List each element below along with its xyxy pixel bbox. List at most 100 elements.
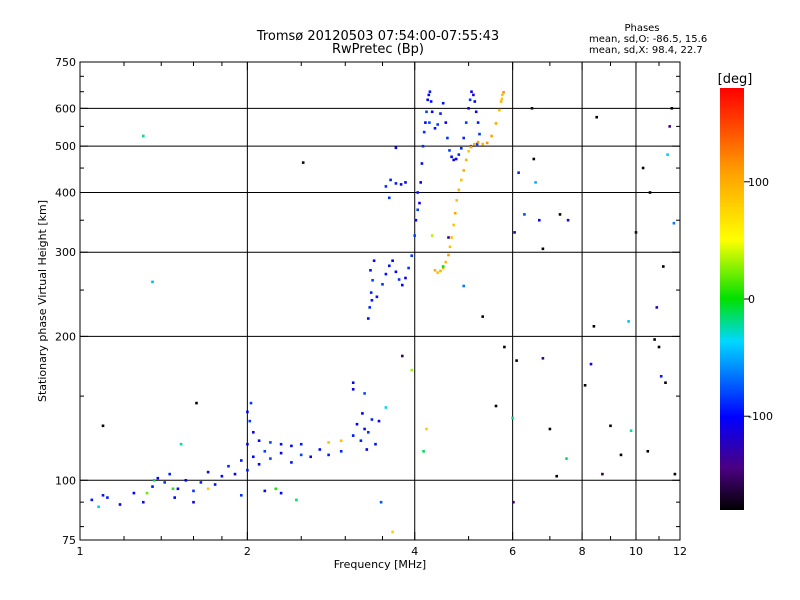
- data-point: [379, 500, 383, 504]
- data-point: [176, 487, 180, 491]
- data-point: [404, 276, 407, 280]
- data-point: [436, 123, 439, 126]
- data-point: [419, 181, 422, 184]
- data-point: [156, 476, 160, 480]
- data-point: [363, 427, 366, 431]
- data-point: [142, 500, 145, 504]
- data-point: [363, 392, 366, 395]
- data-point: [391, 530, 394, 534]
- data-point: [246, 442, 249, 446]
- y-tick-label: 750: [55, 56, 76, 69]
- data-point: [132, 491, 136, 495]
- data-point: [425, 427, 428, 431]
- colorbar-label: [deg]: [718, 72, 753, 87]
- data-point: [457, 153, 461, 156]
- data-point: [414, 218, 418, 222]
- data-point: [430, 110, 434, 114]
- data-point: [428, 90, 432, 93]
- data-point: [446, 136, 449, 140]
- data-point: [433, 127, 437, 130]
- data-point: [467, 107, 470, 110]
- data-point: [500, 97, 504, 101]
- data-point: [309, 455, 312, 459]
- chart-title: Tromsø 20120503 07:54:00-07:55:43: [256, 29, 499, 44]
- data-point: [428, 121, 431, 124]
- data-point: [206, 487, 210, 491]
- data-point: [462, 169, 465, 172]
- data-point: [249, 401, 253, 405]
- phases-o-stats: mean, sd,O: -86.5, 15.6: [589, 34, 707, 45]
- data-point: [517, 171, 520, 174]
- data-point: [97, 505, 100, 509]
- data-point: [499, 100, 503, 103]
- data-point: [513, 231, 516, 234]
- data-point: [501, 93, 504, 97]
- data-point: [263, 450, 267, 453]
- y-tick-label: 100: [55, 474, 76, 487]
- data-point: [422, 450, 425, 453]
- data-point: [464, 121, 468, 124]
- y-tick-label: 400: [55, 186, 76, 199]
- data-point: [384, 406, 388, 409]
- y-tick-label: 75: [62, 534, 76, 547]
- data-point: [421, 144, 425, 148]
- data-point: [444, 121, 448, 124]
- data-point: [368, 306, 371, 309]
- data-point: [397, 278, 401, 281]
- data-point: [339, 439, 343, 442]
- data-point: [555, 474, 558, 478]
- data-point: [142, 134, 145, 138]
- data-point: [425, 110, 428, 114]
- data-point: [240, 459, 243, 462]
- data-point: [478, 132, 481, 136]
- colorbar-tick-label: -100: [748, 410, 773, 423]
- data-point: [457, 188, 461, 192]
- data-point: [541, 357, 545, 360]
- data-point: [371, 279, 374, 282]
- data-point: [404, 181, 407, 184]
- data-point: [490, 134, 493, 138]
- data-point: [351, 434, 355, 437]
- data-point: [246, 410, 249, 414]
- data-point: [470, 90, 473, 93]
- data-point: [565, 457, 568, 460]
- data-point: [279, 491, 283, 495]
- data-point: [367, 317, 370, 320]
- data-point: [648, 191, 652, 194]
- data-point: [151, 280, 154, 284]
- data-point: [476, 140, 480, 144]
- data-point: [447, 236, 450, 239]
- data-point: [184, 479, 188, 482]
- colorbar-ticks: 100 0 -100: [744, 176, 773, 423]
- y-tick-label: 500: [55, 140, 76, 153]
- data-point: [448, 245, 452, 249]
- data-point: [384, 272, 388, 276]
- data-point: [426, 98, 429, 102]
- data-point: [673, 472, 677, 476]
- data-point: [388, 196, 391, 200]
- data-point: [450, 236, 453, 239]
- data-point: [391, 259, 394, 262]
- data-point: [361, 412, 364, 415]
- data-point: [439, 269, 442, 273]
- data-point: [485, 141, 489, 145]
- data-points: [90, 90, 677, 534]
- data-point: [450, 155, 453, 159]
- data-point: [248, 419, 252, 423]
- chart-subtitle: RwPretec (Bp): [332, 42, 424, 57]
- x-tick-label: 1: [77, 545, 84, 558]
- data-point: [436, 271, 439, 274]
- data-point: [467, 149, 470, 153]
- data-point: [416, 191, 419, 194]
- data-point: [195, 401, 198, 405]
- data-point: [233, 472, 237, 476]
- data-point: [171, 487, 175, 491]
- colorbar-tick-label: 100: [748, 176, 769, 189]
- data-point: [430, 234, 434, 237]
- data-point: [365, 448, 369, 451]
- phases-heading: Phases: [624, 23, 659, 34]
- data-point: [375, 295, 379, 299]
- data-point: [672, 221, 676, 225]
- data-point: [101, 494, 105, 497]
